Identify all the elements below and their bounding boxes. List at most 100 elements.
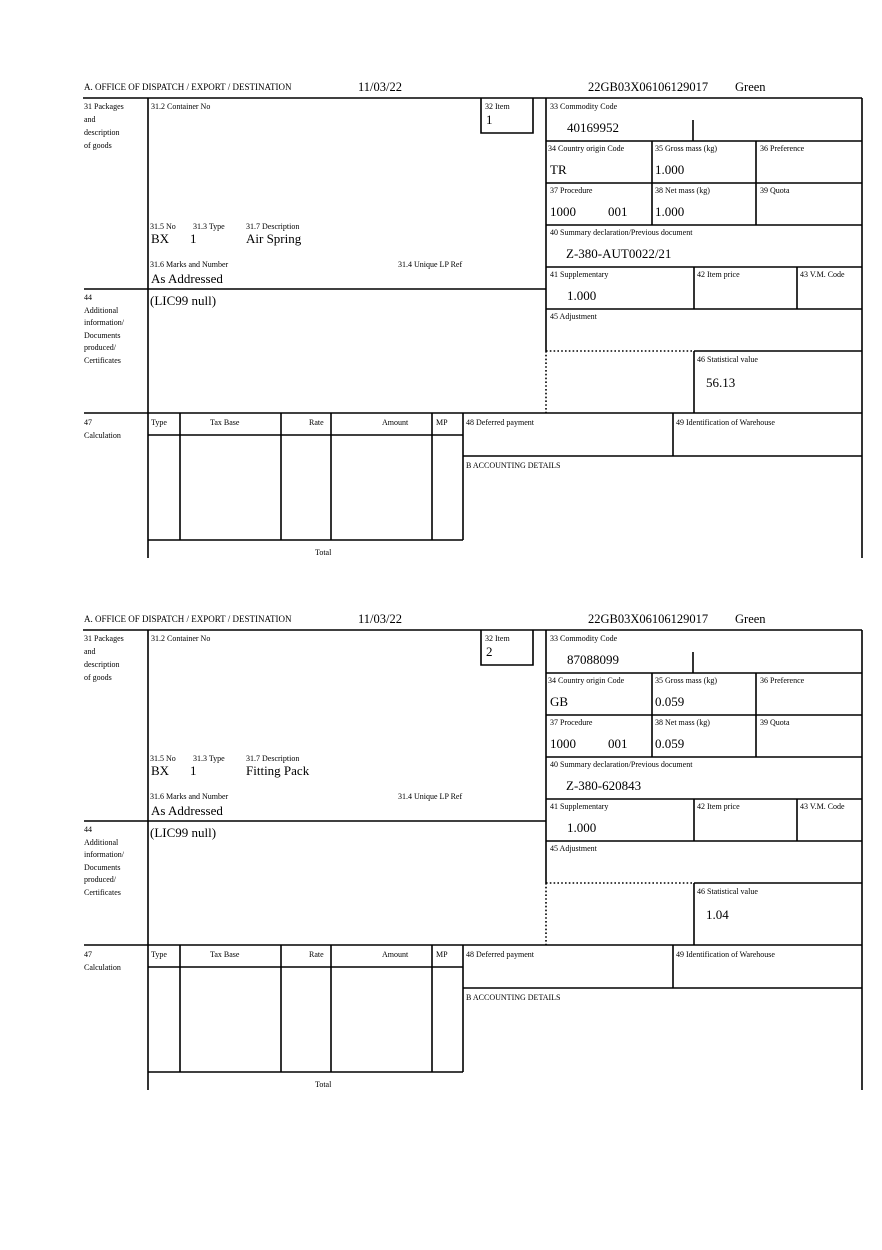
unique-ref-label: 31.4 Unique LP Ref (398, 792, 463, 801)
type-value: 1 (190, 231, 197, 246)
description-label: 31.7 Description (246, 754, 300, 763)
additional-info-label: produced/ (84, 875, 116, 884)
total-label: Total (315, 1080, 332, 1089)
summary-declaration-label: 40 Summary declaration/Previous document (550, 760, 693, 769)
additional-info-label: information/ (84, 318, 124, 327)
no-value: BX (151, 231, 170, 246)
vm-code-label: 43 V.M. Code (800, 270, 845, 279)
no-label: 31.5 No (150, 222, 176, 231)
packages-label: description (84, 128, 120, 137)
description-value: Fitting Pack (246, 763, 310, 778)
marks-value: As Addressed (151, 803, 223, 818)
declaration-reference: 22GB03X06106129017 (588, 80, 709, 94)
route-status: Green (735, 612, 766, 626)
calculation-label: Calculation (84, 431, 121, 440)
declaration-date: 11/03/22 (358, 80, 402, 94)
calc-column-header: Rate (309, 418, 324, 427)
item-value: 1 (486, 112, 493, 127)
additional-info-label: produced/ (84, 343, 116, 352)
commodity-code-value: 87088099 (567, 652, 619, 667)
warehouse-label: 49 Identification of Warehouse (676, 950, 775, 959)
item-price-label: 42 Item price (697, 270, 740, 279)
country-origin-label: 34 Country origin Code (548, 144, 625, 153)
calc-column-header: Amount (382, 418, 409, 427)
supplementary-value: 1.000 (567, 288, 597, 303)
procedure-label: 37 Procedure (550, 718, 593, 727)
supplementary-value: 1.000 (567, 820, 597, 835)
packages-label: and (84, 115, 96, 124)
marks-value: As Addressed (151, 271, 223, 286)
packages-label: and (84, 647, 96, 656)
item-value: 2 (486, 644, 493, 659)
packages-label: of goods (84, 673, 112, 682)
adjustment-label: 45 Adjustment (550, 312, 597, 321)
customs-declaration-item-form: A. OFFICE OF DISPATCH / EXPORT / DESTINA… (0, 610, 882, 1090)
item-label: 32 Item (485, 634, 510, 643)
additional-info-label: Additional (84, 837, 119, 847)
preference-label: 36 Preference (760, 676, 805, 685)
route-status: Green (735, 80, 766, 94)
deferred-payment-label: 48 Deferred payment (466, 418, 534, 427)
additional-info-value: (LIC99 null) (150, 293, 217, 308)
summary-declaration-value: Z-380-620843 (566, 778, 642, 793)
marks-label: 31.6 Marks and Number (150, 260, 229, 269)
additional-info-label: Documents (84, 330, 121, 340)
container-no-label: 31.2 Container No (151, 102, 211, 111)
packages-label: description (84, 660, 120, 669)
calc-column-header: MP (436, 418, 448, 427)
procedure-value: 1000 (550, 736, 576, 751)
net-mass-label: 38 Net mass (kg) (655, 186, 710, 195)
accounting-details-label: B ACCOUNTING DETAILS (466, 993, 561, 1002)
warehouse-label: 49 Identification of Warehouse (676, 418, 775, 427)
calc-column-header: MP (436, 950, 448, 959)
no-value: BX (151, 763, 170, 778)
form-grid-lines (83, 629, 863, 1090)
unique-ref-label: 31.4 Unique LP Ref (398, 260, 463, 269)
net-mass-label: 38 Net mass (kg) (655, 718, 710, 727)
additional-info-label: information/ (84, 850, 124, 859)
calc-column-header: Type (151, 418, 167, 427)
statistical-value-label: 46 Statistical value (697, 355, 758, 364)
additional-info-label: Certificates (84, 887, 121, 897)
calc-column-header: Rate (309, 950, 324, 959)
statistical-value-label: 46 Statistical value (697, 887, 758, 896)
description-label: 31.7 Description (246, 222, 300, 231)
marks-label: 31.6 Marks and Number (150, 792, 229, 801)
statistical-value-value: 56.13 (706, 375, 736, 390)
item-price-label: 42 Item price (697, 802, 740, 811)
additional-info-label: 44 (84, 825, 92, 834)
commodity-code-value: 40169952 (567, 120, 619, 135)
gross-mass-value: 1.000 (655, 162, 685, 177)
declaration-reference: 22GB03X06106129017 (588, 612, 709, 626)
office-label: A. OFFICE OF DISPATCH / EXPORT / DESTINA… (84, 82, 292, 92)
container-no-label: 31.2 Container No (151, 634, 211, 643)
procedure-sub-value: 001 (608, 736, 628, 751)
type-label: 31.3 Type (193, 222, 225, 231)
calc-column-header: Tax Base (210, 418, 240, 427)
net-mass-value: 0.059 (655, 736, 685, 751)
procedure-sub-value: 001 (608, 204, 628, 219)
form-grid-lines (83, 97, 863, 558)
packages-label: 31 Packages (84, 634, 124, 643)
quota-label: 39 Quota (760, 718, 790, 727)
calculation-label: 47 (84, 418, 92, 427)
gross-mass-value: 0.059 (655, 694, 685, 709)
customs-declaration-item-form: A. OFFICE OF DISPATCH / EXPORT / DESTINA… (0, 78, 882, 558)
preference-label: 36 Preference (760, 144, 805, 153)
quota-label: 39 Quota (760, 186, 790, 195)
summary-declaration-label: 40 Summary declaration/Previous document (550, 228, 693, 237)
commodity-code-label: 33 Commodity Code (550, 102, 618, 111)
additional-info-label: Documents (84, 862, 121, 872)
net-mass-value: 1.000 (655, 204, 685, 219)
deferred-payment-label: 48 Deferred payment (466, 950, 534, 959)
type-label: 31.3 Type (193, 754, 225, 763)
additional-info-value: (LIC99 null) (150, 825, 217, 840)
calculation-label: Calculation (84, 963, 121, 972)
additional-info-label: Certificates (84, 355, 121, 365)
type-value: 1 (190, 763, 197, 778)
gross-mass-label: 35 Gross mass (kg) (655, 676, 717, 685)
procedure-value: 1000 (550, 204, 576, 219)
vm-code-label: 43 V.M. Code (800, 802, 845, 811)
supplementary-label: 41 Supplementary (550, 802, 609, 811)
packages-label: of goods (84, 141, 112, 150)
